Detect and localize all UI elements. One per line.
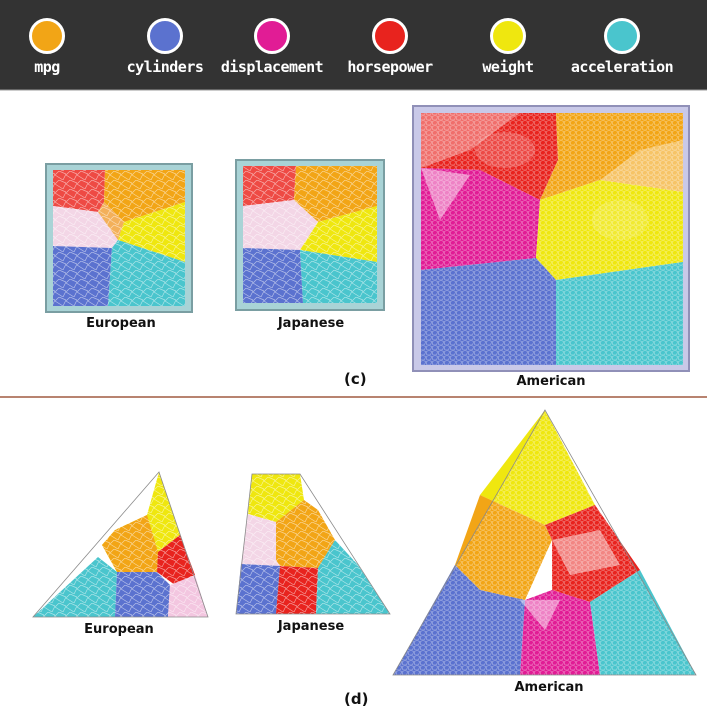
- legend-bar: mpg cylinders displacement horsepower weight…: [0, 0, 707, 90]
- legend-swatch-weight: [490, 18, 526, 54]
- legend-swatch-horsepower: [372, 18, 408, 54]
- panel-d-japanese-map: [235, 473, 391, 615]
- panel-c-japanese-map: [235, 159, 385, 311]
- panel-c-american-label: American: [516, 374, 586, 389]
- panel-d-japanese-label: Japanese: [277, 619, 345, 634]
- panel-d-european-map: [32, 471, 209, 618]
- panel-c-japanese-label: Japanese: [277, 316, 345, 331]
- panel-d-european-label: European: [84, 622, 154, 637]
- panel-c-american-map: [412, 105, 690, 372]
- legend-label-acceleration: acceleration: [570, 58, 674, 76]
- legend-swatch-mpg: [29, 18, 65, 54]
- legend-swatch-displacement: [254, 18, 290, 54]
- legend-item-weight: weight: [448, 0, 568, 90]
- legend-label-weight: weight: [482, 58, 534, 76]
- legend-swatch-acceleration: [604, 18, 640, 54]
- legend-label-horsepower: horsepower: [347, 58, 433, 76]
- panel-d-tag: (d): [344, 690, 369, 708]
- panel-c-european-label: European: [86, 316, 156, 331]
- legend-item-cylinders: cylinders: [105, 0, 225, 90]
- legend-item-mpg: mpg: [0, 0, 107, 90]
- legend-label-mpg: mpg: [34, 58, 60, 76]
- legend-swatch-cylinders: [147, 18, 183, 54]
- panel-d-american-map: [392, 409, 697, 676]
- legend-item-displacement: displacement: [212, 0, 332, 90]
- panel-c-european-map: [45, 163, 193, 313]
- legend-item-acceleration: acceleration: [562, 0, 682, 90]
- legend-item-horsepower: horsepower: [330, 0, 450, 90]
- legend-label-cylinders: cylinders: [126, 58, 204, 76]
- legend-label-displacement: displacement: [220, 58, 324, 76]
- panel-c-tag: (c): [344, 370, 367, 388]
- panel-d-american-label: American: [514, 680, 584, 695]
